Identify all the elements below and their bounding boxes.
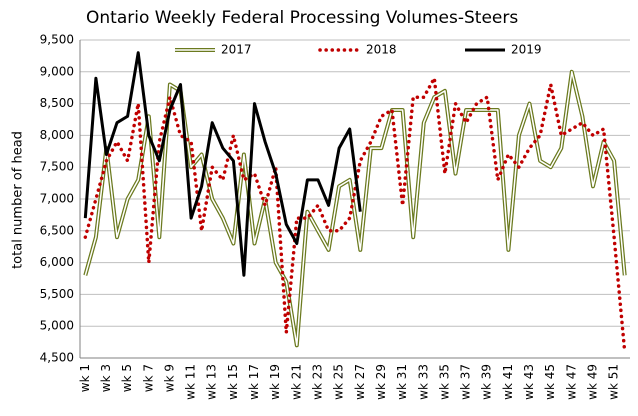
x-tick-label: wk 49: [585, 364, 599, 400]
x-tick-label: wk 27: [353, 364, 367, 400]
series-line: [83, 76, 627, 354]
x-tick-label: wk 15: [226, 364, 240, 400]
y-tick-label: 6,500: [40, 223, 74, 237]
x-tick-label: wk 5: [120, 364, 134, 392]
y-tick-label: 6,000: [40, 255, 74, 269]
series-line-inner: [84, 71, 626, 347]
legend-label: 2018: [366, 43, 397, 57]
y-tick-label: 9,500: [40, 33, 74, 47]
x-tick-label: wk 11: [184, 364, 198, 400]
y-tick-label: 9,000: [40, 64, 74, 78]
series-line: [83, 51, 362, 277]
x-tick-label: wk 51: [607, 364, 621, 400]
x-tick-label: wk 45: [543, 364, 557, 400]
chart-title: Ontario Weekly Federal Processing Volume…: [86, 8, 518, 28]
legend-label: 2019: [511, 43, 542, 57]
x-tick-label: wk 43: [522, 364, 536, 400]
x-tick-label: wk 35: [437, 364, 451, 400]
legend-label: 2017: [221, 43, 252, 57]
x-tick-label: wk 23: [310, 364, 324, 400]
y-tick-label: 8,500: [40, 96, 74, 110]
x-tick-label: wk 25: [332, 364, 346, 400]
x-tick-label: wk 29: [374, 364, 388, 400]
x-tick-label: wk 7: [141, 364, 155, 392]
x-tick-label: wk 39: [480, 364, 494, 400]
y-axis-title: total number of head: [11, 131, 26, 269]
y-tick-label: 7,500: [40, 160, 74, 174]
x-tick-label: wk 17: [247, 364, 261, 400]
x-tick-label: wk 21: [289, 364, 303, 400]
x-tick-label: wk 31: [395, 364, 409, 400]
x-tick-label: wk 9: [162, 364, 176, 392]
x-tick-label: wk 13: [205, 364, 219, 400]
x-tick-label: wk 41: [501, 364, 515, 400]
x-tick-label: wk 47: [564, 364, 578, 400]
y-tick-label: 5,000: [40, 319, 74, 333]
y-tick-label: 4,500: [40, 351, 74, 365]
x-tick-label: wk 3: [99, 364, 113, 392]
y-tick-label: 8,000: [40, 128, 74, 142]
x-tick-label: wk 37: [459, 364, 473, 400]
y-tick-label: 7,000: [40, 192, 74, 206]
x-tick-label: wk 1: [78, 364, 92, 392]
x-tick-label: wk 19: [268, 364, 282, 400]
y-tick-label: 5,500: [40, 287, 74, 301]
x-tick-label: wk 33: [416, 364, 430, 400]
